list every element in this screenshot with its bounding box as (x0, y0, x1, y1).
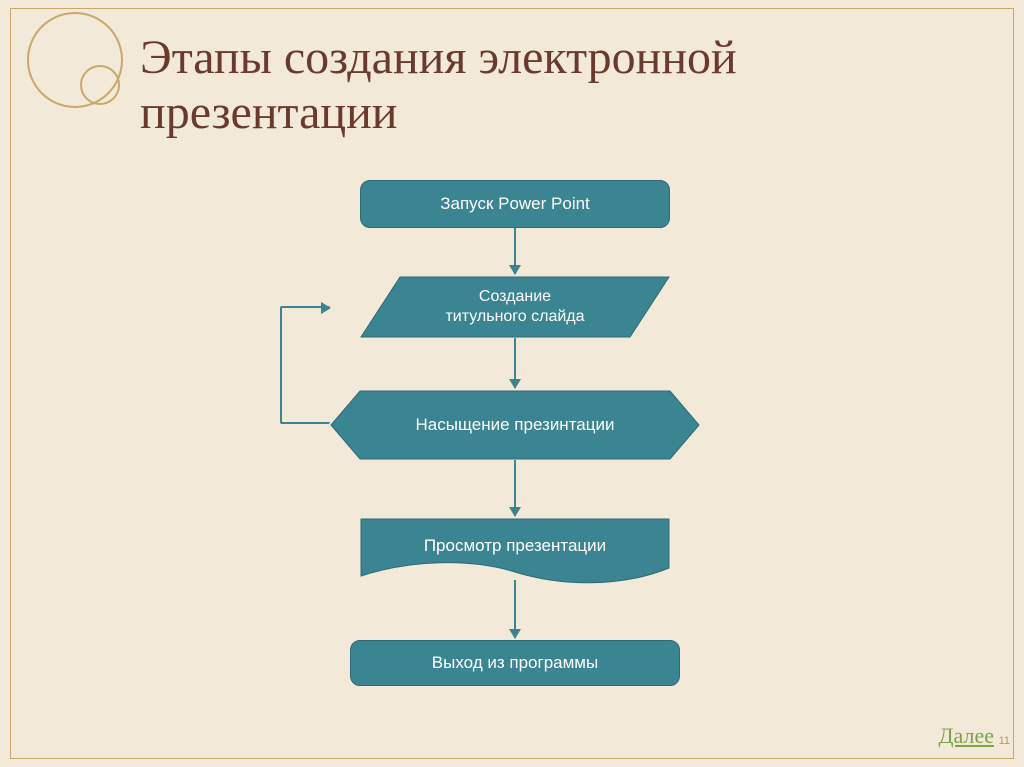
slide: Этапы создания электронной презентации З… (0, 0, 1024, 767)
flow-node-title-slide: Создание титульного слайда (360, 276, 670, 338)
flow-node-view: Просмотр презентации (360, 518, 670, 586)
deco-circle-small (80, 65, 120, 105)
flow-node-start-label: Запуск Power Point (440, 194, 590, 214)
flow-node-title-slide-label: Создание титульного слайда (445, 287, 584, 327)
flow-loop-back (280, 306, 330, 424)
flow-node-exit: Выход из программы (350, 640, 680, 686)
flow-node-fill: Насыщение презинтации (330, 390, 700, 460)
flow-node-exit-label: Выход из программы (432, 653, 598, 673)
flowchart: Запуск Power Point Создание титульного с… (300, 180, 730, 720)
flow-arrow-2 (514, 460, 516, 516)
page-title: Этапы создания электронной презентации (140, 30, 880, 140)
flow-node-fill-label: Насыщение презинтации (416, 415, 615, 435)
flow-arrow-0 (514, 228, 516, 274)
flow-arrow-3 (514, 580, 516, 638)
flow-node-view-label: Просмотр презентации (424, 536, 606, 556)
next-link[interactable]: Далее (939, 723, 994, 749)
flow-arrow-1 (514, 338, 516, 388)
flow-node-start: Запуск Power Point (360, 180, 670, 228)
page-number: 11 (999, 735, 1010, 747)
